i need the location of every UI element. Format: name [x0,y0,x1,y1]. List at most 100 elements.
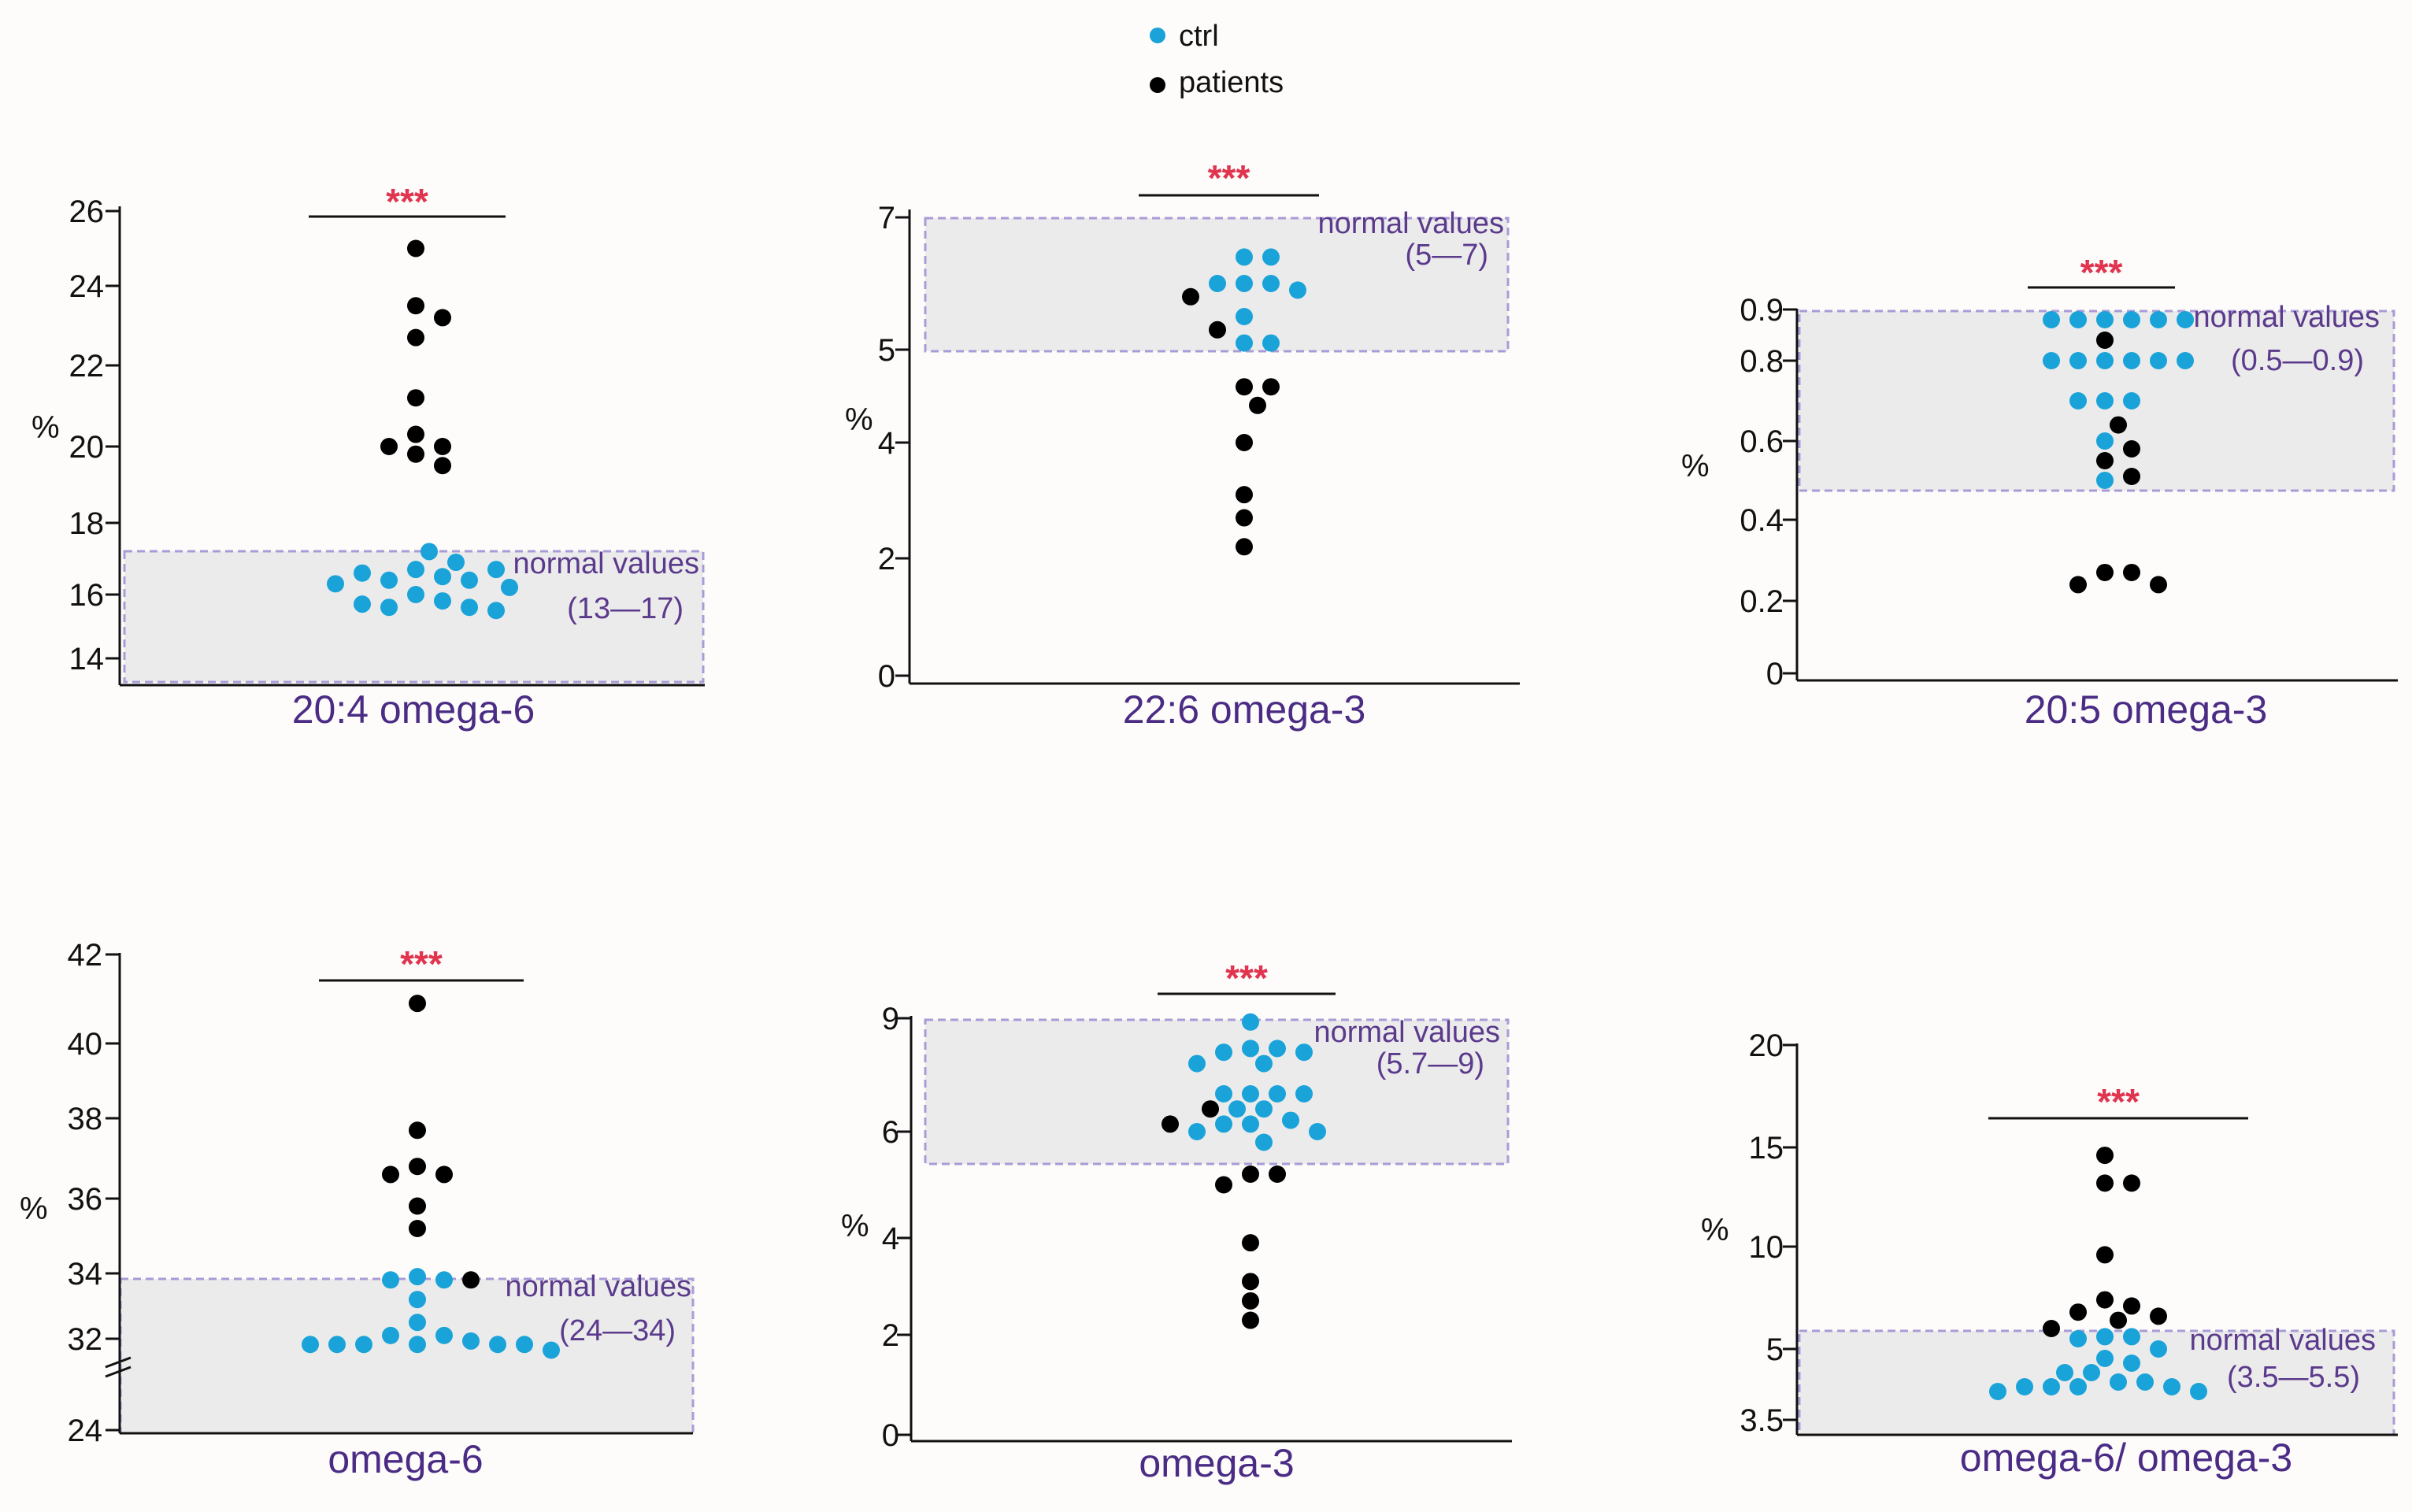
ctrl-point [2150,1340,2167,1358]
patient-point [2096,1291,2114,1309]
normal-range-text: (13—17) [567,592,684,625]
ctrl-point [1242,1040,1259,1058]
ctrl-point [382,1326,399,1344]
ctrl-point [409,1268,426,1286]
y-axis-label: % [20,1191,48,1226]
y-tick-label: 0.6 [1740,424,1784,459]
ctrl-point [407,561,424,579]
patient-point [434,309,451,327]
patient-point [2123,440,2140,458]
significance-label: *** [2080,252,2123,293]
panel-title: 20:5 omega-3 [2025,687,2268,732]
normal-values-label: normal values [1317,207,1504,240]
ctrl-point [2069,392,2087,410]
ctrl-point [382,1271,399,1289]
ctrl-point [2069,1378,2087,1395]
y-axis-label: % [845,402,873,437]
ctrl-point [380,571,398,589]
ctrl-point [2096,1328,2114,1346]
patient-point [2123,1174,2140,1192]
axis-break-mark [105,1366,132,1378]
patient-point [2043,1320,2060,1337]
y-axis-label: % [31,410,60,445]
patient-point [2096,1246,2114,1264]
ctrl-point [2163,1378,2180,1395]
patient-point [407,239,424,258]
ctrl-point [2096,1350,2114,1367]
legend-patients-label: patients [1179,66,1284,99]
patient-point [1182,287,1199,306]
ctrl-point [1295,1043,1313,1062]
ctrl-point [1255,1100,1273,1118]
ctrl-point [2177,311,2194,328]
ctrl-point [421,543,438,561]
patient-point [409,1197,426,1215]
ctrl-point [2123,1354,2140,1372]
y-tick-label: 38 [68,1102,103,1136]
ctrl-point [1242,1085,1259,1102]
ctrl-point [2096,432,2114,450]
ctrl-point [2069,311,2087,328]
ctrl-point [1215,1085,1232,1102]
ctrl-point [355,1336,372,1354]
normal-range-text: (24—34) [559,1314,676,1347]
ctrl-point [2043,311,2060,328]
patient-point [2096,563,2114,581]
patient-point [1215,1176,1232,1194]
y-tick-label: 5 [1766,1332,1784,1367]
ctrl-point [435,1326,453,1344]
y-tick-label: 26 [69,195,105,229]
patient-point [2069,1303,2087,1321]
legend: ctrl patients [1150,20,1284,99]
patient-point [1236,434,1253,451]
patient-point [407,389,424,407]
panel-2: 7 5 4 2 0% 22:6 omega-3 *** normal values(5—7) [845,158,1520,732]
ctrl-point [328,1336,346,1354]
normal-range-text: (3.5—5.5) [2227,1361,2360,1394]
ctrl-point [2043,1378,2060,1395]
ctrl-point [1262,248,1280,266]
ctrl-point [462,1332,480,1350]
patient-point [434,457,451,475]
legend-patients-marker [1150,77,1165,93]
ctrl-point [2096,311,2114,328]
ctrl-point [2150,311,2167,328]
y-tick-label: 40 [68,1027,103,1062]
panel-6: 20 15 10 5 3.5% omega-6/ omega-3 *** normal val… [1701,1028,2398,1480]
y-axis-label: % [841,1209,869,1243]
y-tick-label: 42 [68,938,103,973]
ctrl-point [2150,352,2167,369]
y-tick-label: 4 [882,1221,899,1256]
ctrl-point [2136,1373,2154,1391]
patient-point [409,1121,426,1140]
y-tick-label: 15 [1749,1131,1784,1166]
y-tick-label: 14 [69,642,105,676]
ctrl-point [1269,1085,1286,1102]
normal-values-label: normal values [2189,1324,2376,1357]
ctrl-point [1215,1115,1232,1133]
patient-point [409,1158,426,1176]
ctrl-point [2096,352,2114,369]
ctrl-point [501,578,518,596]
y-tick-label: 24 [69,269,105,304]
ctrl-point [409,1336,426,1354]
patient-point [1236,538,1253,556]
patient-point [2096,452,2114,469]
patient-point [1236,486,1253,504]
patient-point [1162,1115,1179,1133]
normal-values-label: normal values [1313,1016,1500,1049]
ctrl-point [2123,352,2140,369]
ctrl-point [1242,1115,1259,1133]
patient-point [1262,378,1280,396]
ctrl-point [354,595,371,613]
ctrl-point [2043,352,2060,369]
patient-point [434,438,451,455]
y-tick-label: 32 [68,1322,103,1357]
patient-point [2123,468,2140,485]
y-tick-label: 0.8 [1740,344,1784,379]
ctrl-point [2123,1328,2140,1346]
ctrl-point [1295,1085,1313,1102]
ctrl-point [1188,1054,1206,1073]
patient-point [2110,1311,2127,1329]
